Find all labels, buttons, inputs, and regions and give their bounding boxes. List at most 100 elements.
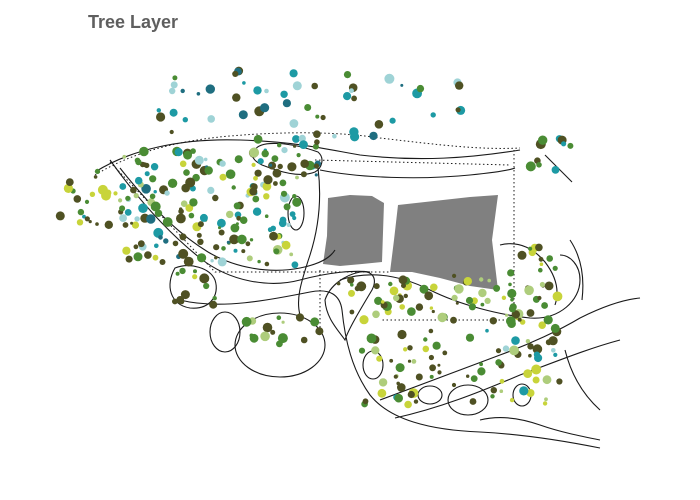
tree-dot [125,255,133,263]
tree-dot [407,345,413,351]
tree-dot [183,150,193,160]
tree-dot [214,256,218,260]
tree-dot [212,296,217,301]
tree-dot [119,214,127,223]
tree-dot [551,166,560,174]
tree-dot [196,92,201,96]
tree-dot [487,278,492,283]
tree-dot [271,155,279,163]
tree-dot [293,144,297,148]
tree-dot [226,240,230,244]
tree-dot [451,294,458,301]
tree-dot [196,232,202,238]
tree-dot [82,214,86,219]
tree-dot [350,283,354,287]
tree-dot [455,301,459,305]
tree-dot [217,218,226,228]
tree-dot [429,364,436,372]
tree-dot [351,95,357,102]
tree-dot [226,210,234,219]
tree-dot [169,87,176,95]
tree-dot [137,240,145,248]
tree-dot [298,134,306,142]
tree-dot [371,346,380,355]
tree-dot [292,81,302,91]
tree-dot [269,231,278,241]
tree-dot [332,133,337,139]
tree-dot [552,291,563,302]
tree-dot [524,285,534,296]
tree-dot [413,399,419,404]
tree-dot [403,347,408,352]
map-title: Tree Layer [88,12,179,32]
tree-dot [162,217,173,227]
tree-dot [134,216,140,222]
tree-dot [538,256,544,262]
tree-dot [242,81,246,85]
tree-dot [539,281,546,288]
tree-dot [430,283,438,292]
tree-dot [377,388,387,398]
tree-dot [429,374,434,379]
building-east [390,195,498,290]
road-east-stub [569,239,584,301]
tree-dot [289,211,296,218]
tree-dot [156,108,161,113]
tree-dot [280,90,288,99]
tree-dot [525,161,536,172]
tree-dot [407,359,412,363]
tree-layer [55,66,574,409]
tree-dot [291,261,299,269]
tree-dot [249,238,254,242]
tree-dot [428,328,434,334]
tree-dot [189,198,198,207]
tree-dot [199,273,210,284]
tree-dot [292,135,300,143]
tree-dot [276,315,282,321]
tree-dot [225,169,236,179]
tree-dot [469,398,477,405]
tree-dot [153,190,157,194]
tree-dot [280,190,288,197]
tree-dot [384,73,395,84]
tree-dot [141,184,151,194]
tree-dot [463,277,472,286]
tree-dot [552,265,558,271]
tree-dot [437,370,442,375]
dotted-boundary-east [380,150,515,321]
tree-dot [431,309,435,314]
tree-dot [170,81,178,89]
tree-dot [163,238,169,244]
tree-dot [527,343,534,350]
tree-dot [133,252,143,262]
tree-dot [84,199,90,204]
tree-dot [95,222,99,226]
tree-dot [273,248,280,255]
tree-dot [528,353,532,358]
tree-dot [478,288,487,298]
tree-dot [144,171,150,177]
tree-dot [437,363,441,367]
tree-dot [407,390,415,399]
tree-dot [450,316,457,324]
road-east-upper [319,167,516,179]
tree-dot [343,71,352,79]
road-sw-curve [564,349,601,411]
tree-dot [517,317,522,322]
tree-dot [282,99,291,108]
tree-dot [76,219,84,226]
tree-dot [134,176,143,185]
tree-dot [238,110,248,120]
road-southwest-loop [169,265,217,309]
tree-dot [73,195,82,203]
tree-dot [373,283,380,290]
tree-dot [152,254,159,261]
tree-dot [343,92,352,101]
tree-dot [130,186,137,194]
tree-dot [278,219,287,228]
tree-dot [544,281,554,291]
tree-dot [313,130,321,138]
tree-dot [507,288,517,299]
tree-dot [138,203,148,213]
tree-dot [465,333,475,342]
